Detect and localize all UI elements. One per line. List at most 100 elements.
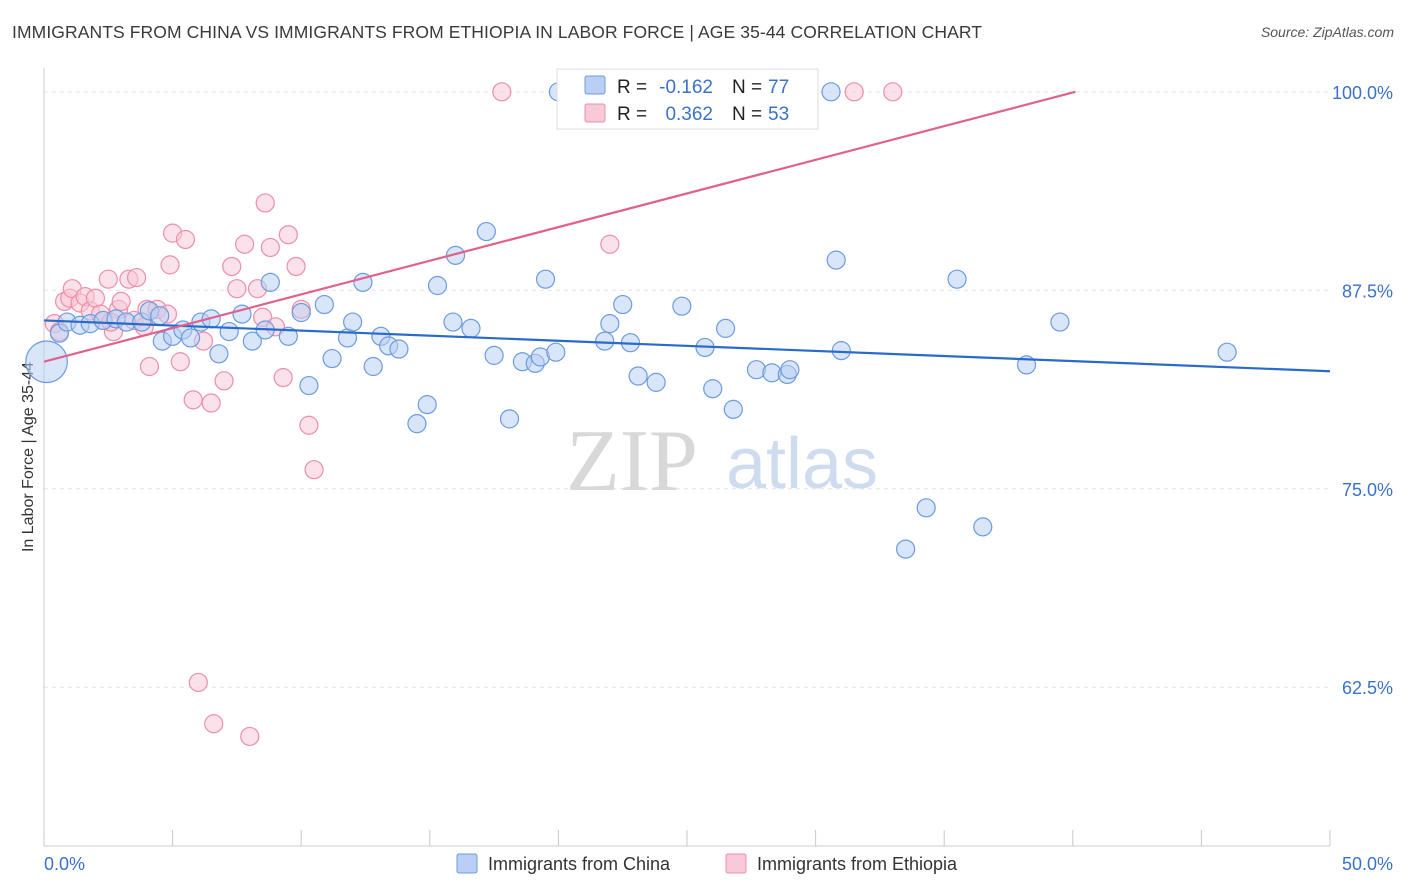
china-point-41 bbox=[476, 221, 496, 242]
china-point-57 bbox=[672, 296, 692, 316]
china-point-65 bbox=[780, 360, 800, 380]
stats-r-label-china: R = bbox=[617, 77, 647, 98]
watermark: ZIP atlas bbox=[566, 413, 878, 510]
tick-labels: 62.5% 75.0% 87.5% 100.0% 0.0% 50.0% bbox=[44, 83, 1393, 874]
y-tick-label-1: 75.0% bbox=[1342, 480, 1393, 500]
china-point-37 bbox=[427, 275, 448, 296]
ethiopia-point-8 bbox=[85, 288, 106, 308]
china-point-17 bbox=[209, 344, 229, 364]
china-point-56 bbox=[646, 372, 666, 392]
china-point-66 bbox=[821, 82, 841, 102]
china-point-59 bbox=[703, 379, 723, 399]
ethiopia-point-33 bbox=[227, 279, 247, 299]
legend-label-ethiopia[interactable]: Immigrants from Ethiopia bbox=[757, 854, 958, 874]
stats-n-value-ethiopia: 53 bbox=[768, 104, 789, 125]
stats-r-label-ethiopia: R = bbox=[617, 104, 647, 125]
china-point-55 bbox=[628, 366, 648, 386]
ethiopia-point-49 bbox=[844, 82, 864, 102]
china-point-75 bbox=[1217, 342, 1237, 362]
ethiopia-point-43 bbox=[286, 256, 306, 277]
china-point-31 bbox=[363, 356, 383, 377]
ethiopia-point-29 bbox=[201, 393, 221, 413]
stats-swatch-china bbox=[584, 75, 606, 95]
gridlines bbox=[44, 91, 1330, 688]
china-point-26 bbox=[314, 294, 334, 315]
legend-swatch-ethiopia[interactable] bbox=[725, 853, 747, 874]
china-point-51 bbox=[595, 331, 615, 351]
y-tick-label-2: 87.5% bbox=[1342, 281, 1393, 301]
ethiopia-point-24 bbox=[170, 352, 190, 372]
ethiopia-trendline bbox=[43, 90, 1076, 363]
china-point-14 bbox=[181, 328, 201, 348]
china-point-20 bbox=[242, 331, 262, 351]
ethiopia-point-26 bbox=[183, 390, 203, 410]
stats-r-value-china: -0.162 bbox=[659, 77, 713, 98]
chart-title: IMMIGRANTS FROM CHINA VS IMMIGRANTS FROM… bbox=[12, 22, 983, 42]
x-tick-label-0: 0.0% bbox=[44, 854, 85, 874]
stats-swatch-ethiopia bbox=[584, 103, 606, 123]
ethiopia-point-25 bbox=[175, 229, 196, 250]
ethiopia-point-46 bbox=[304, 460, 324, 480]
china-point-70 bbox=[916, 498, 936, 518]
china-point-25 bbox=[299, 375, 319, 396]
ethiopia-point-45 bbox=[299, 415, 319, 435]
ethiopia-point-17 bbox=[126, 267, 147, 288]
ethiopia-point-50 bbox=[883, 82, 903, 102]
stats-n-label-china: N = bbox=[732, 77, 762, 98]
ethiopia-point-30 bbox=[204, 714, 224, 734]
source-label: Source: ZipAtlas.com bbox=[1260, 24, 1394, 40]
trendlines bbox=[43, 90, 1331, 373]
ethiopia-point-48 bbox=[600, 234, 620, 254]
china-point-69 bbox=[896, 539, 916, 559]
china-point-18 bbox=[219, 321, 239, 342]
ethiopia-point-14 bbox=[111, 291, 131, 311]
ethiopia-points bbox=[44, 82, 903, 747]
china-point-60 bbox=[715, 318, 736, 338]
china-point-42 bbox=[484, 345, 504, 365]
ethiopia-point-11 bbox=[98, 269, 118, 289]
china-point-47 bbox=[535, 269, 556, 289]
ethiopia-point-38 bbox=[255, 193, 275, 213]
ethiopia-point-34 bbox=[235, 234, 255, 254]
china-point-27 bbox=[322, 348, 342, 369]
china-point-52 bbox=[600, 314, 620, 334]
ethiopia-point-20 bbox=[139, 356, 160, 377]
china-point-72 bbox=[973, 517, 993, 537]
stats-legend: R = -0.162 N = 77 R = 0.362 N = 53 bbox=[556, 68, 819, 130]
china-point-23 bbox=[278, 326, 298, 346]
china-point-71 bbox=[947, 269, 967, 289]
china-point-38 bbox=[443, 312, 463, 332]
china-point-22 bbox=[260, 272, 280, 292]
china-point-43 bbox=[499, 409, 520, 429]
china-point-74 bbox=[1050, 312, 1070, 332]
x-tick-label-1: 50.0% bbox=[1342, 854, 1393, 874]
watermark-atlas: atlas bbox=[726, 424, 878, 504]
ethiopia-point-31 bbox=[214, 371, 234, 391]
ethiopia-point-35 bbox=[240, 726, 260, 747]
ethiopia-point-47 bbox=[492, 82, 512, 102]
china-point-62 bbox=[746, 360, 767, 380]
ethiopia-point-22 bbox=[160, 255, 180, 275]
ethiopia-point-41 bbox=[273, 368, 293, 388]
china-point-24 bbox=[291, 302, 311, 323]
watermark-zip: ZIP bbox=[566, 413, 698, 510]
ethiopia-point-39 bbox=[260, 237, 280, 258]
china-point-35 bbox=[407, 414, 427, 434]
china-point-48 bbox=[546, 342, 566, 362]
stats-n-label-ethiopia: N = bbox=[732, 104, 762, 125]
china-point-40 bbox=[461, 318, 481, 338]
china-point-53 bbox=[613, 294, 633, 315]
china-point-61 bbox=[723, 399, 743, 419]
legend-label-china[interactable]: Immigrants from China bbox=[488, 854, 671, 874]
axes bbox=[43, 68, 1331, 847]
stats-n-value-china: 77 bbox=[768, 77, 789, 98]
y-tick-label-3: 100.0% bbox=[1332, 83, 1393, 103]
china-trendline bbox=[43, 319, 1331, 373]
legend-swatch-china[interactable] bbox=[456, 853, 478, 874]
y-tick-label-0: 62.5% bbox=[1342, 678, 1393, 698]
china-point-10 bbox=[150, 306, 170, 326]
ethiopia-point-42 bbox=[278, 225, 298, 245]
china-point-34 bbox=[389, 339, 409, 359]
china-point-36 bbox=[417, 395, 437, 415]
